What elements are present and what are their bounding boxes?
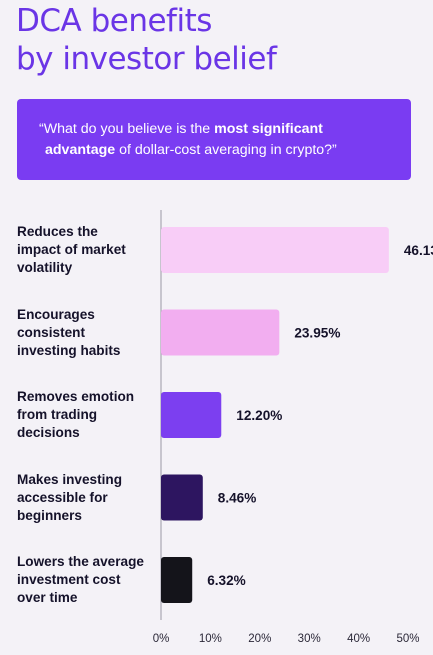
question-text-bold2: advantage xyxy=(45,142,116,158)
category-label-line: accessible for xyxy=(17,489,108,505)
question-text-bold1: most significant xyxy=(214,121,323,137)
survey-question-box: “What do you believe is the most signifi… xyxy=(17,99,411,180)
category-label-line: Removes emotion xyxy=(17,389,135,404)
bar xyxy=(161,309,280,356)
x-tick-label: 40% xyxy=(347,633,370,645)
category-label-line: over time xyxy=(17,590,78,605)
category-label-line: from trading xyxy=(17,407,98,422)
category-label-line: Encourages xyxy=(17,306,95,322)
chart-title-line1: DCA benefits xyxy=(16,3,212,39)
category-label-line: Lowers the average xyxy=(17,554,144,569)
bar-chart: 46.13% 23.95% 12.20% 8.46% 6.32% 0% 10% 20% 30% 4… xyxy=(153,210,433,645)
bar xyxy=(161,227,389,273)
category-label: Lowers the average investment cost over ti… xyxy=(17,553,157,607)
category-label-line: decisions xyxy=(17,425,80,440)
category-label: Removes emotion from trading decisions xyxy=(17,388,157,442)
category-label-line: impact of market xyxy=(17,242,126,257)
bar-value-label: 6.32% xyxy=(207,573,246,588)
chart-title-line2: by investor belief xyxy=(16,41,277,77)
category-label-line: consistent xyxy=(17,324,85,340)
chart-title: DCA benefits by investor belief xyxy=(16,2,426,78)
bar xyxy=(161,392,222,438)
bar-value-label: 12.20% xyxy=(236,408,282,423)
category-label-line: investment cost xyxy=(17,572,121,587)
x-tick-label: 10% xyxy=(199,633,222,645)
category-label: Makes investing accessible for beginners xyxy=(17,471,157,525)
category-label-line: investing habits xyxy=(17,342,121,358)
category-label-line: volatility xyxy=(17,260,73,275)
x-tick-label: 0% xyxy=(153,633,170,645)
category-label: Encourages consistent investing habits xyxy=(17,306,157,360)
bar-value-label: 46.13% xyxy=(404,243,433,258)
category-label: Reduces the impact of market volatility xyxy=(17,223,157,277)
bar xyxy=(161,474,203,521)
category-label-line: beginners xyxy=(17,507,82,523)
category-label-line: Makes investing xyxy=(17,471,123,487)
bar-value-label: 8.46% xyxy=(218,491,257,506)
x-tick-label: 30% xyxy=(298,633,321,645)
bar-value-label: 23.95% xyxy=(294,326,340,341)
question-text-part1: “What do you believe is the xyxy=(39,121,215,137)
question-text-part2: of dollar-cost averaging in crypto?” xyxy=(115,142,337,158)
x-tick-label: 20% xyxy=(248,633,271,645)
x-tick-label: 50% xyxy=(396,633,419,645)
category-label-line: Reduces the xyxy=(17,224,98,239)
bar xyxy=(161,557,193,603)
